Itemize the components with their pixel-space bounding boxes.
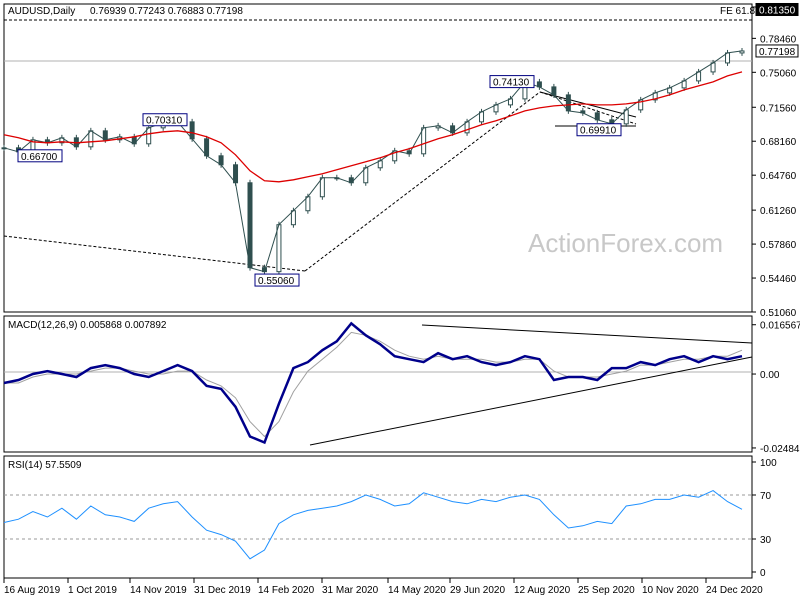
rsi-label: RSI(14) 57.5509	[8, 460, 82, 471]
price-y-tick-label: 0.54460	[760, 274, 797, 285]
x-tick-label: 14 Nov 2019	[130, 585, 187, 596]
watermark: ActionForex.com	[528, 228, 723, 258]
support-trendline	[3, 235, 306, 272]
rsi-y-tick-label: 30	[760, 535, 772, 546]
price-y-tick-label: 0.61260	[760, 206, 797, 217]
price-candle	[319, 177, 325, 198]
x-tick-label: 14 May 2020	[388, 585, 446, 596]
price-candle	[233, 164, 239, 184]
price-callout: 0.69910	[576, 123, 622, 137]
price-y-tick-label: 0.64760	[760, 171, 797, 182]
x-tick-label: 25 Sep 2020	[578, 585, 635, 596]
x-tick-label: 31 Mar 2020	[322, 585, 379, 596]
macd-y-tick-label: 0.016567	[760, 321, 800, 332]
ohlc-values: 0.76939 0.77243 0.76883 0.77198	[90, 6, 243, 17]
macd-y-tick-label: 0.00	[760, 370, 780, 381]
rsi-series-layer	[3, 490, 752, 560]
price-candle	[88, 130, 94, 148]
macd-lower-trendline	[309, 356, 753, 446]
price-candle	[565, 94, 571, 112]
macd-panel-frame	[3, 315, 753, 453]
x-tick-label: 1 Oct 2019	[68, 585, 117, 596]
price-callout-label: 0.70310	[146, 116, 183, 127]
price-callout: 0.74130	[489, 75, 535, 89]
x-tick-label: 24 Dec 2020	[706, 585, 763, 596]
price-candle	[189, 121, 195, 140]
price-candle	[305, 196, 311, 212]
price-callout-box	[254, 273, 300, 287]
price-callout-label: 0.55060	[258, 276, 295, 287]
price-callout-box	[576, 123, 622, 137]
fe-label: FE 61.8	[720, 6, 755, 17]
price-candle	[363, 167, 369, 184]
x-tick-label: 29 Jun 2020	[450, 585, 505, 596]
x-tick-label: 14 Feb 2020	[258, 585, 315, 596]
moving-average-line	[3, 71, 743, 183]
price-callout-label: 0.69910	[580, 126, 617, 137]
price-callout-box	[142, 113, 188, 127]
price-line	[3, 50, 743, 273]
price-candle	[421, 127, 427, 155]
price-series-layer	[1, 47, 745, 275]
rsi-y-tick-label: 0	[760, 568, 766, 579]
x-tick-label: 16 Aug 2019	[4, 585, 61, 596]
macd-y-tick-label: -0.02484	[760, 444, 800, 455]
price-candle	[204, 138, 210, 157]
price-y-tick-label: 0.71560	[760, 103, 797, 114]
price-y-tick-label: 0.75060	[760, 68, 797, 79]
fe-level-value: 0.81350	[759, 5, 796, 16]
price-candle	[276, 224, 282, 273]
price-callout: 0.70310	[142, 113, 188, 127]
x-tick-label: 10 Nov 2020	[642, 585, 699, 596]
price-callout-label: 0.66700	[21, 152, 58, 163]
price-y-tick-label: 0.51060	[760, 308, 797, 319]
x-tick-label: 12 Aug 2020	[514, 585, 571, 596]
symbol-title: AUDUSD,Daily	[8, 6, 75, 17]
price-callout-box	[489, 75, 535, 89]
x-tick-label: 31 Dec 2019	[194, 585, 251, 596]
price-callout: 0.66700	[17, 149, 63, 163]
macd-line	[3, 321, 743, 445]
price-callout: 0.55060	[254, 273, 300, 287]
price-candle	[623, 109, 629, 125]
rsi-panel-frame	[3, 455, 753, 579]
price-y-tick-label: 0.57860	[760, 240, 797, 251]
macd-series-layer	[3, 321, 743, 445]
price-y-tick-label: 0.68160	[760, 137, 797, 148]
macd-upper-trendline	[421, 324, 753, 344]
price-y-tick-label: 0.78460	[760, 34, 797, 45]
last-price-badge	[755, 44, 799, 58]
last-price-value: 0.77198	[759, 47, 796, 58]
rsi-y-tick-label: 100	[760, 458, 777, 469]
price-callout-label: 0.74130	[493, 78, 530, 89]
rising-trendline	[304, 91, 541, 272]
macd-signal-line	[4, 331, 743, 438]
macd-label: MACD(12,26,9) 0.005868 0.007892	[8, 320, 167, 331]
rsi-y-tick-label: 70	[760, 491, 772, 502]
axes-layer: 0.816000.784600.750600.715600.681600.647…	[3, 2, 800, 596]
price-callout-box	[17, 149, 63, 163]
price-candle	[247, 182, 253, 269]
price-candle	[146, 127, 152, 145]
price-candle	[290, 210, 296, 226]
fe-level-badge	[755, 2, 799, 16]
price-callouts: 0.66700 0.70310 0.55060 0.74130 0.69910	[17, 75, 622, 287]
rsi-line	[3, 490, 743, 560]
